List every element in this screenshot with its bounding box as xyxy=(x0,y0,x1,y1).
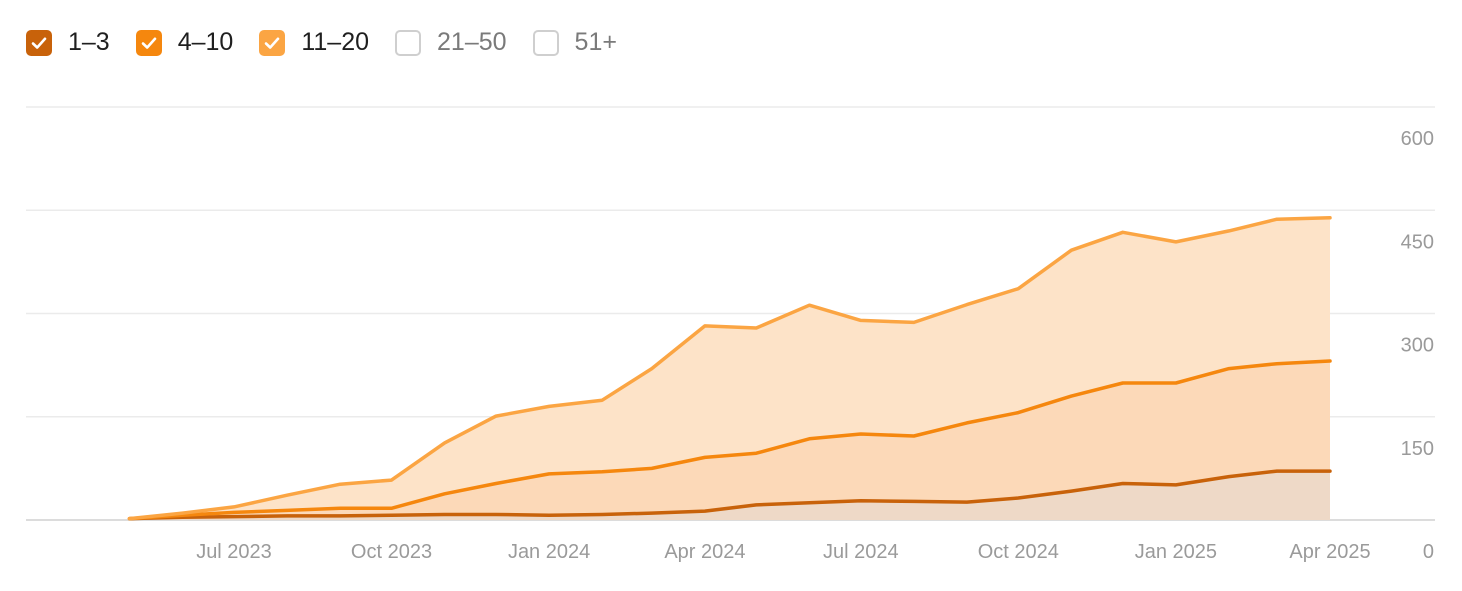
x-tick-label: Apr 2025 xyxy=(1289,541,1370,563)
check-icon xyxy=(31,37,47,49)
legend-label: 21–50 xyxy=(437,28,507,56)
area-series-2 xyxy=(129,361,1330,520)
y-axis-ticks: 0 150 300 450 600 xyxy=(1401,128,1434,563)
area-series-1 xyxy=(129,471,1330,520)
legend-label: 11–20 xyxy=(301,28,370,56)
x-tick-label: Jan 2024 xyxy=(508,541,590,563)
checkbox-unchecked-icon[interactable] xyxy=(532,29,559,56)
series-lines xyxy=(127,216,1332,521)
legend-item[interactable]: 1–3 xyxy=(26,28,110,57)
legend-label: 4–10 xyxy=(177,28,234,56)
y-tick-label: 450 xyxy=(1401,231,1434,253)
line-series-3 xyxy=(127,216,1332,521)
checkbox-checked-icon[interactable] xyxy=(259,29,286,56)
legend-item[interactable]: 51+ xyxy=(532,28,617,57)
series-areas xyxy=(129,217,1330,521)
checkbox-unchecked-icon[interactable] xyxy=(395,29,422,56)
y-tick-label: 600 xyxy=(1401,128,1434,150)
y-tick-label: 300 xyxy=(1401,335,1434,357)
legend-item[interactable]: 21–50 xyxy=(395,28,507,57)
x-axis-ticks: Jul 2023 Oct 2023 Jan 2024 Apr 2024 Jul 2024… xyxy=(196,541,1370,563)
x-tick-label: Oct 2023 xyxy=(351,541,432,563)
checkbox-checked-icon[interactable] xyxy=(135,29,162,56)
legend-label: 51+ xyxy=(574,28,617,56)
y-tick-label: 0 xyxy=(1423,541,1434,563)
x-tick-label: Jan 2025 xyxy=(1135,541,1217,563)
line-series-1 xyxy=(127,469,1332,521)
legend: 1–3 4–10 11–20 21–50 51+ xyxy=(26,28,643,57)
line-series-2 xyxy=(127,359,1332,521)
legend-label: 1–3 xyxy=(68,28,110,56)
x-tick-label: Jul 2023 xyxy=(196,541,272,563)
check-icon xyxy=(141,37,157,49)
x-tick-label: Apr 2024 xyxy=(664,541,745,563)
legend-item[interactable]: 11–20 xyxy=(259,28,369,57)
check-icon xyxy=(265,37,280,49)
legend-item[interactable]: 4–10 xyxy=(135,28,234,57)
x-tick-label: Jul 2024 xyxy=(823,541,899,563)
checkbox-checked-icon[interactable] xyxy=(26,29,52,56)
y-tick-label: 150 xyxy=(1401,438,1434,460)
x-tick-label: Oct 2024 xyxy=(978,541,1059,563)
